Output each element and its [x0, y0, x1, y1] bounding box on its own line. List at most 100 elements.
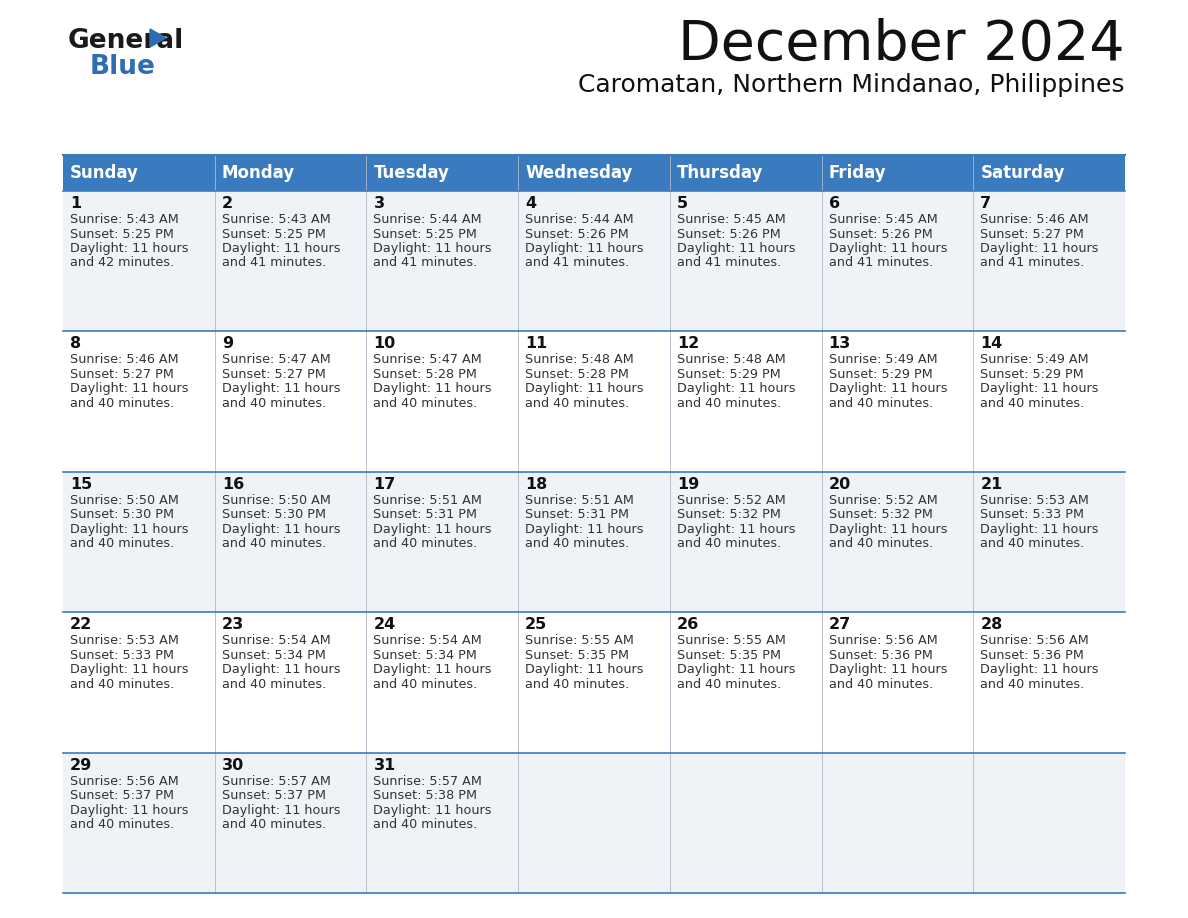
Text: and 41 minutes.: and 41 minutes.	[222, 256, 326, 270]
Text: Thursday: Thursday	[677, 164, 763, 182]
Text: 11: 11	[525, 336, 548, 352]
Text: Sunrise: 5:56 AM: Sunrise: 5:56 AM	[980, 634, 1089, 647]
Text: and 40 minutes.: and 40 minutes.	[828, 397, 933, 410]
Text: Sunrise: 5:46 AM: Sunrise: 5:46 AM	[980, 213, 1089, 226]
Text: Sunset: 5:26 PM: Sunset: 5:26 PM	[525, 228, 628, 241]
Text: Sunset: 5:31 PM: Sunset: 5:31 PM	[525, 509, 630, 521]
Text: 1: 1	[70, 196, 81, 211]
Text: and 40 minutes.: and 40 minutes.	[70, 818, 175, 831]
Text: Sunrise: 5:44 AM: Sunrise: 5:44 AM	[373, 213, 482, 226]
Text: and 40 minutes.: and 40 minutes.	[222, 537, 326, 550]
Text: Sunrise: 5:47 AM: Sunrise: 5:47 AM	[373, 353, 482, 366]
Text: Daylight: 11 hours: Daylight: 11 hours	[677, 242, 795, 255]
Text: 20: 20	[828, 476, 851, 492]
Text: and 41 minutes.: and 41 minutes.	[980, 256, 1085, 270]
Text: Sunrise: 5:51 AM: Sunrise: 5:51 AM	[525, 494, 634, 507]
Text: Sunrise: 5:50 AM: Sunrise: 5:50 AM	[70, 494, 179, 507]
Text: Daylight: 11 hours: Daylight: 11 hours	[677, 663, 795, 677]
Text: Sunrise: 5:45 AM: Sunrise: 5:45 AM	[828, 213, 937, 226]
Text: 25: 25	[525, 617, 548, 633]
Text: and 40 minutes.: and 40 minutes.	[373, 537, 478, 550]
Bar	[63, 753, 1125, 893]
Text: and 40 minutes.: and 40 minutes.	[222, 818, 326, 831]
Text: and 40 minutes.: and 40 minutes.	[677, 397, 781, 410]
Text: 9: 9	[222, 336, 233, 352]
Text: Sunset: 5:32 PM: Sunset: 5:32 PM	[677, 509, 781, 521]
Text: and 41 minutes.: and 41 minutes.	[677, 256, 781, 270]
Text: 23: 23	[222, 617, 244, 633]
Text: and 40 minutes.: and 40 minutes.	[373, 818, 478, 831]
Text: Daylight: 11 hours: Daylight: 11 hours	[373, 663, 492, 677]
Text: 31: 31	[373, 757, 396, 773]
Text: 8: 8	[70, 336, 81, 352]
Text: and 40 minutes.: and 40 minutes.	[677, 537, 781, 550]
Bar	[63, 191, 1125, 331]
Text: and 40 minutes.: and 40 minutes.	[222, 677, 326, 690]
Text: 6: 6	[828, 196, 840, 211]
Text: 21: 21	[980, 476, 1003, 492]
Text: Daylight: 11 hours: Daylight: 11 hours	[70, 383, 189, 396]
Text: and 40 minutes.: and 40 minutes.	[677, 677, 781, 690]
Text: Daylight: 11 hours: Daylight: 11 hours	[222, 803, 340, 817]
Text: Daylight: 11 hours: Daylight: 11 hours	[677, 383, 795, 396]
Text: 3: 3	[373, 196, 385, 211]
Text: Daylight: 11 hours: Daylight: 11 hours	[980, 522, 1099, 536]
Text: Sunrise: 5:56 AM: Sunrise: 5:56 AM	[828, 634, 937, 647]
Text: Sunrise: 5:43 AM: Sunrise: 5:43 AM	[70, 213, 178, 226]
Text: and 40 minutes.: and 40 minutes.	[525, 537, 630, 550]
Text: 17: 17	[373, 476, 396, 492]
Text: Sunrise: 5:50 AM: Sunrise: 5:50 AM	[222, 494, 330, 507]
Text: Sunrise: 5:45 AM: Sunrise: 5:45 AM	[677, 213, 785, 226]
Text: Wednesday: Wednesday	[525, 164, 632, 182]
Text: Daylight: 11 hours: Daylight: 11 hours	[980, 383, 1099, 396]
Text: Sunday: Sunday	[70, 164, 139, 182]
Text: Daylight: 11 hours: Daylight: 11 hours	[222, 663, 340, 677]
Text: Sunset: 5:26 PM: Sunset: 5:26 PM	[677, 228, 781, 241]
Text: Sunrise: 5:54 AM: Sunrise: 5:54 AM	[373, 634, 482, 647]
Text: 7: 7	[980, 196, 992, 211]
Text: Daylight: 11 hours: Daylight: 11 hours	[525, 663, 644, 677]
Text: 12: 12	[677, 336, 699, 352]
Text: General: General	[68, 28, 184, 54]
Text: Caromatan, Northern Mindanao, Philippines: Caromatan, Northern Mindanao, Philippine…	[579, 73, 1125, 97]
Text: Sunset: 5:32 PM: Sunset: 5:32 PM	[828, 509, 933, 521]
Text: Daylight: 11 hours: Daylight: 11 hours	[373, 522, 492, 536]
Text: Daylight: 11 hours: Daylight: 11 hours	[980, 663, 1099, 677]
Text: Sunrise: 5:52 AM: Sunrise: 5:52 AM	[828, 494, 937, 507]
Text: Sunrise: 5:48 AM: Sunrise: 5:48 AM	[525, 353, 634, 366]
Text: Sunrise: 5:55 AM: Sunrise: 5:55 AM	[525, 634, 634, 647]
Text: Sunrise: 5:51 AM: Sunrise: 5:51 AM	[373, 494, 482, 507]
Text: Daylight: 11 hours: Daylight: 11 hours	[828, 242, 947, 255]
Bar	[670, 155, 822, 191]
Text: Sunset: 5:36 PM: Sunset: 5:36 PM	[980, 649, 1085, 662]
Text: Blue: Blue	[90, 54, 156, 80]
Text: and 40 minutes.: and 40 minutes.	[373, 397, 478, 410]
Text: Daylight: 11 hours: Daylight: 11 hours	[525, 383, 644, 396]
Text: and 42 minutes.: and 42 minutes.	[70, 256, 175, 270]
Text: and 40 minutes.: and 40 minutes.	[525, 677, 630, 690]
Text: 10: 10	[373, 336, 396, 352]
Bar	[63, 612, 1125, 753]
Text: 29: 29	[70, 757, 93, 773]
Text: Daylight: 11 hours: Daylight: 11 hours	[373, 383, 492, 396]
Bar	[366, 155, 518, 191]
Text: Sunrise: 5:53 AM: Sunrise: 5:53 AM	[70, 634, 179, 647]
Text: Daylight: 11 hours: Daylight: 11 hours	[828, 383, 947, 396]
Text: 22: 22	[70, 617, 93, 633]
Text: 27: 27	[828, 617, 851, 633]
Text: 15: 15	[70, 476, 93, 492]
Text: and 40 minutes.: and 40 minutes.	[70, 677, 175, 690]
Text: 26: 26	[677, 617, 699, 633]
Text: and 41 minutes.: and 41 minutes.	[373, 256, 478, 270]
Text: Daylight: 11 hours: Daylight: 11 hours	[222, 383, 340, 396]
Text: Sunrise: 5:43 AM: Sunrise: 5:43 AM	[222, 213, 330, 226]
Text: Daylight: 11 hours: Daylight: 11 hours	[677, 522, 795, 536]
Text: Sunrise: 5:44 AM: Sunrise: 5:44 AM	[525, 213, 633, 226]
Text: Sunset: 5:25 PM: Sunset: 5:25 PM	[222, 228, 326, 241]
Text: 2: 2	[222, 196, 233, 211]
Text: Sunset: 5:33 PM: Sunset: 5:33 PM	[70, 649, 173, 662]
Text: 18: 18	[525, 476, 548, 492]
Text: Sunset: 5:28 PM: Sunset: 5:28 PM	[373, 368, 478, 381]
Bar	[63, 472, 1125, 612]
Text: Friday: Friday	[828, 164, 886, 182]
